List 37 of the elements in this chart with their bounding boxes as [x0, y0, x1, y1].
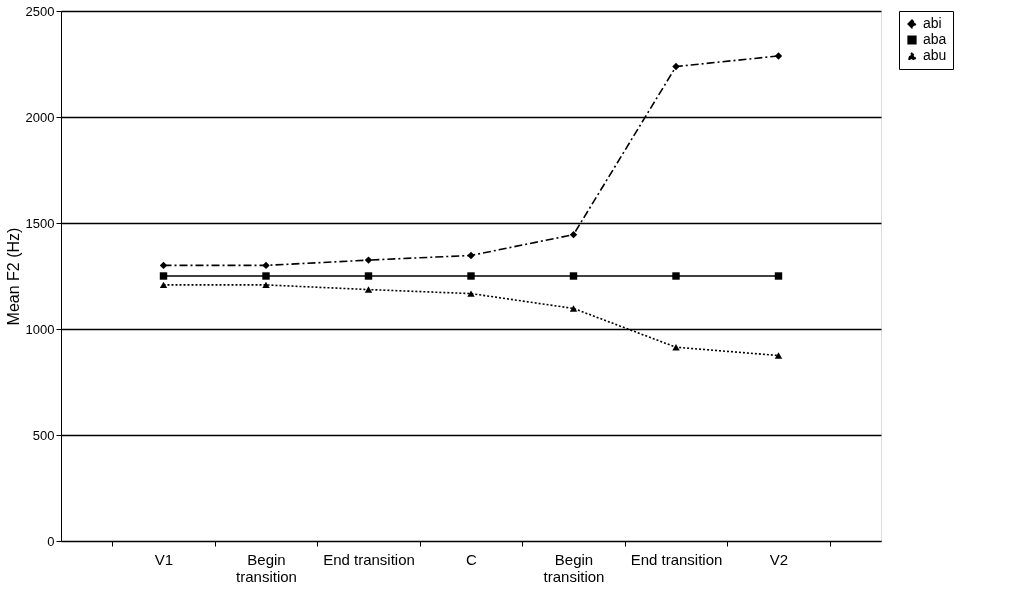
y-axis-title: Mean F2 (Hz)	[4, 227, 22, 326]
x-tick-label: V2	[769, 550, 789, 568]
legend-label: abi	[923, 15, 942, 31]
point	[467, 251, 475, 260]
x-tick-label: V1	[154, 550, 174, 568]
point	[569, 272, 578, 280]
point	[672, 62, 680, 71]
point	[159, 272, 168, 280]
point	[262, 272, 270, 280]
point	[774, 272, 783, 280]
x-tick-label: Begin transition	[236, 550, 297, 585]
point	[467, 272, 475, 280]
point	[672, 272, 680, 280]
point	[364, 286, 373, 293]
y-tick-label: 1500	[25, 215, 55, 231]
point	[262, 261, 270, 270]
legend-label: aba	[923, 31, 947, 47]
y-tick-label: 1000	[25, 321, 55, 337]
x-tick-label: C	[466, 550, 478, 568]
point	[262, 281, 270, 289]
legend-label: abu	[923, 47, 947, 63]
point	[159, 281, 168, 289]
point	[569, 305, 578, 312]
point	[467, 290, 475, 297]
y-tick-label: 2000	[25, 109, 55, 125]
point	[774, 352, 783, 359]
x-tick-label: Begin transition	[543, 550, 605, 585]
y-tick-label: 500	[32, 427, 55, 443]
x-tick-label: End transition	[323, 550, 415, 568]
point	[159, 261, 168, 270]
y-tick-label: 0	[47, 533, 55, 549]
y-tick-label: 2500	[25, 3, 55, 19]
point	[774, 52, 783, 60]
point	[364, 256, 373, 264]
point	[364, 272, 373, 280]
x-tick-label: End transition	[630, 550, 723, 568]
point	[569, 230, 578, 239]
